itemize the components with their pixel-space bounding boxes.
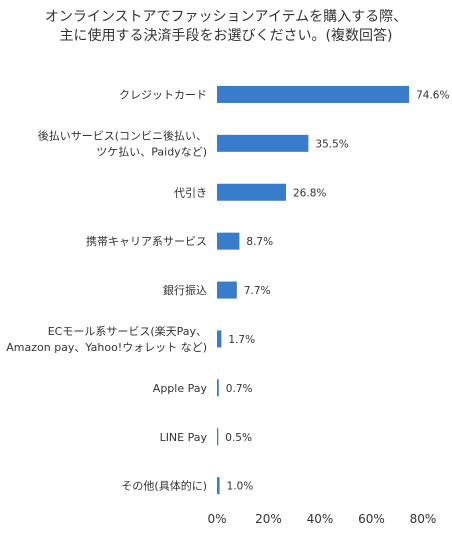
bar — [217, 85, 410, 103]
category-label: 銀行振込 — [163, 283, 207, 297]
bar — [217, 281, 237, 299]
category-label: Amazon pay、Yahoo!ウォレット など) — [6, 341, 207, 354]
bar — [217, 379, 219, 397]
chart-title-line-1: オンラインストアでファッションアイテムを購入する際、 — [44, 9, 408, 25]
data-label: 1.7% — [228, 334, 255, 346]
data-label: 1.0% — [227, 481, 254, 493]
bar — [217, 330, 222, 348]
data-label: 7.7% — [244, 285, 271, 297]
x-tick-label: 40% — [307, 512, 334, 526]
category-label: 代引き — [174, 185, 207, 199]
category-label: Apple Pay — [153, 382, 208, 395]
bar — [217, 183, 287, 201]
category-label: ツケ払い、Paidyなど) — [96, 144, 207, 158]
chart-title-line-2: 主に使用する決済手段をお選びください。(複数回答) — [59, 28, 393, 44]
category-label: 後払いサービス(コンビニ後払い、 — [38, 128, 207, 142]
category-label: クレジットカード — [119, 88, 207, 101]
x-tick-label: 80% — [410, 512, 437, 526]
bar — [217, 134, 309, 152]
bar — [217, 428, 219, 446]
bar — [217, 232, 240, 250]
category-label: ECモール系サービス(楽天Pay、 — [48, 325, 207, 338]
category-label: 携帯キャリア系サービス — [86, 234, 207, 248]
category-label: LINE Pay — [160, 431, 208, 444]
data-label: 0.7% — [226, 383, 253, 395]
x-tick-label: 20% — [255, 512, 282, 526]
data-label: 26.8% — [293, 187, 326, 199]
data-label: 0.5% — [225, 432, 252, 444]
data-label: 74.6% — [416, 89, 449, 101]
data-label: 8.7% — [246, 236, 273, 248]
x-tick-label: 0% — [207, 512, 226, 526]
chart-title: オンラインストアでファッションアイテムを購入する際、 主に使用する決済手段をお選… — [0, 8, 452, 46]
x-tick-label: 60% — [358, 512, 385, 526]
data-label: 35.5% — [315, 138, 348, 150]
category-label: その他(具体的に) — [121, 479, 207, 493]
bar — [217, 477, 220, 495]
